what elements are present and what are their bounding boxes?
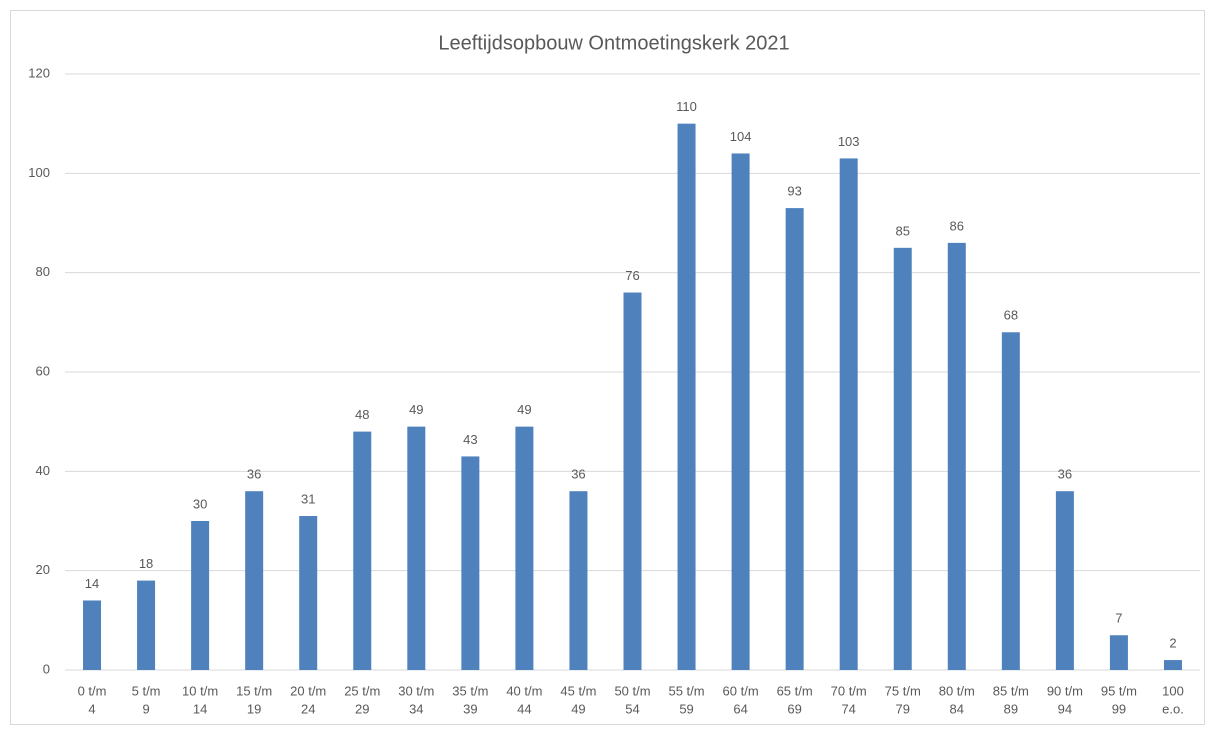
x-tick-label: 14: [193, 701, 207, 716]
bar: [1055, 491, 1074, 670]
value-label: 2: [1169, 636, 1176, 651]
value-label: 31: [301, 491, 315, 506]
value-label: 49: [409, 402, 423, 417]
value-label: 104: [730, 129, 752, 144]
bar: [1163, 660, 1182, 670]
x-tick-label: 60 t/m: [723, 683, 759, 698]
bar: [353, 431, 372, 670]
x-tick-label: 44: [517, 701, 531, 716]
x-tick-label: 54: [625, 701, 639, 716]
x-tick-label: 65 t/m: [777, 683, 813, 698]
x-tick-label: 69: [787, 701, 801, 716]
bar: [83, 600, 102, 670]
x-tick-label: 34: [409, 701, 423, 716]
x-tick-label: 80 t/m: [939, 683, 975, 698]
x-tick-label: 100: [1162, 683, 1184, 698]
value-label: 103: [838, 134, 860, 149]
x-tick-label: 50 t/m: [614, 683, 650, 698]
value-label: 36: [571, 467, 585, 482]
x-tick-label: 95 t/m: [1101, 683, 1137, 698]
x-tick-label: 15 t/m: [236, 683, 272, 698]
bar: [785, 208, 804, 670]
x-tick-label: 70 t/m: [831, 683, 867, 698]
bar: [137, 580, 156, 670]
value-label: 43: [463, 432, 477, 447]
y-tick-label: 120: [28, 65, 50, 80]
x-tick-label: 0 t/m: [78, 683, 107, 698]
bar: [1001, 332, 1020, 670]
y-tick-label: 20: [36, 562, 50, 577]
x-tick-label: 29: [355, 701, 369, 716]
bar: [623, 292, 642, 670]
bar: [245, 491, 264, 670]
x-tick-label: 30 t/m: [398, 683, 434, 698]
value-label: 93: [787, 184, 801, 199]
bar: [677, 123, 696, 670]
x-tick-label: 90 t/m: [1047, 683, 1083, 698]
value-label: 14: [85, 576, 99, 591]
x-tick-label: 10 t/m: [182, 683, 218, 698]
value-label: 86: [950, 218, 964, 233]
x-tick-label: e.o.: [1162, 701, 1184, 716]
bar: [947, 242, 966, 670]
bar: [299, 516, 318, 670]
value-label: 36: [247, 467, 261, 482]
x-tick-label: 89: [1004, 701, 1018, 716]
value-label: 68: [1004, 308, 1018, 323]
x-tick-label: 25 t/m: [344, 683, 380, 698]
y-tick-label: 100: [28, 165, 50, 180]
y-tick-label: 60: [36, 363, 50, 378]
value-label: 110: [676, 99, 697, 114]
value-label: 85: [896, 223, 910, 238]
x-tick-label: 45 t/m: [560, 683, 596, 698]
value-label: 76: [625, 268, 639, 283]
x-tick-label: 5 t/m: [132, 683, 161, 698]
x-tick-label: 9: [142, 701, 149, 716]
y-tick-label: 40: [36, 463, 50, 478]
value-label: 7: [1115, 611, 1122, 626]
x-tick-label: 40 t/m: [506, 683, 542, 698]
x-tick-label: 75 t/m: [885, 683, 921, 698]
x-tick-label: 59: [679, 701, 693, 716]
x-tick-label: 94: [1058, 701, 1072, 716]
value-label: 36: [1058, 467, 1072, 482]
x-tick-label: 4: [88, 701, 95, 716]
x-tick-label: 24: [301, 701, 315, 716]
value-label: 30: [193, 496, 207, 511]
x-tick-label: 64: [733, 701, 747, 716]
value-label: 49: [517, 402, 531, 417]
x-tick-label: 55 t/m: [668, 683, 704, 698]
x-tick-label: 99: [1112, 701, 1126, 716]
bar: [893, 247, 912, 671]
y-tick-label: 0: [43, 661, 50, 676]
x-tick-label: 79: [896, 701, 910, 716]
bar: [839, 158, 858, 670]
bar: [731, 153, 750, 670]
x-tick-label: 20 t/m: [290, 683, 326, 698]
x-tick-label: 84: [950, 701, 964, 716]
y-tick-label: 80: [36, 264, 50, 279]
chart-frame: [10, 10, 1205, 725]
bar: [569, 491, 588, 670]
x-tick-label: 19: [247, 701, 261, 716]
x-tick-label: 39: [463, 701, 477, 716]
bar: [461, 456, 480, 670]
x-tick-label: 35 t/m: [452, 683, 488, 698]
bar: [515, 426, 534, 670]
bar: [1109, 635, 1128, 670]
bar: [407, 426, 426, 670]
value-label: 18: [139, 556, 153, 571]
x-tick-label: 74: [841, 701, 855, 716]
x-tick-label: 85 t/m: [993, 683, 1029, 698]
value-label: 48: [355, 407, 369, 422]
x-tick-label: 49: [571, 701, 585, 716]
bar: [191, 521, 210, 670]
chart-title: Leeftijdsopbouw Ontmoetingskerk 2021: [438, 32, 789, 54]
